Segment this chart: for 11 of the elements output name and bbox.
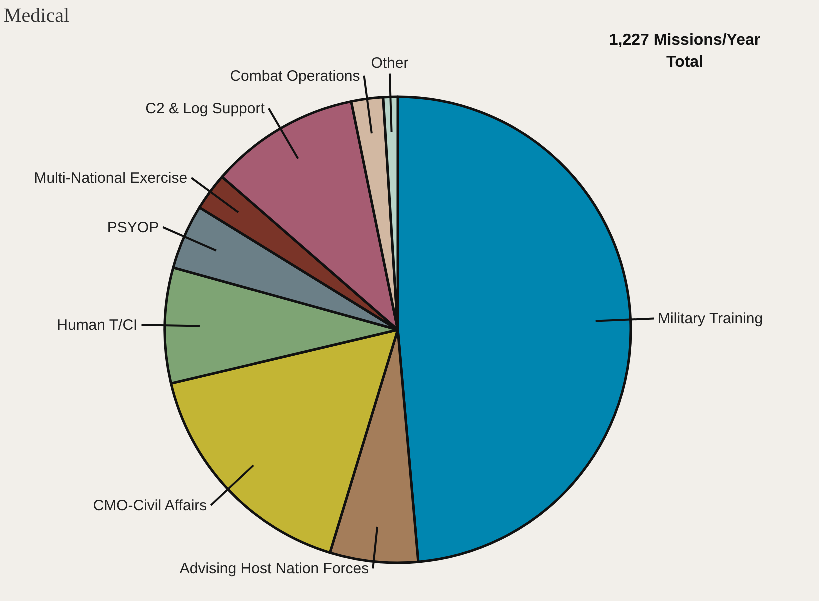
slice-label: Advising Host Nation Forces (180, 560, 370, 578)
slice-label: Other (371, 54, 409, 72)
slice-label: Multi-National Exercise (34, 170, 188, 188)
chart-title: 1,227 Missions/Year Total (609, 32, 761, 71)
slice-label: PSYOP (107, 219, 160, 236)
slice-label: CMO-Civil Affairs (93, 497, 208, 514)
slice-label: Human T/CI (57, 317, 138, 334)
slice-label: C2 & Log Support (146, 100, 266, 118)
slice-label: Combat Operations (230, 68, 360, 85)
text: Medical (4, 5, 70, 27)
slice-label: Military Training (658, 310, 764, 328)
